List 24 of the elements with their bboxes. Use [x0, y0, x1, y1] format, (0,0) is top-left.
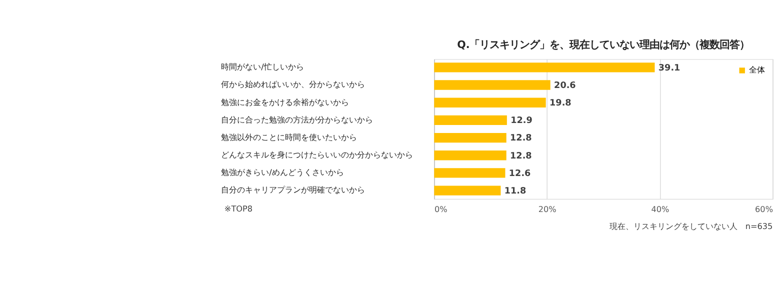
data-label: 19.8: [550, 98, 572, 109]
y-tick-label: 勉強にお金をかける余裕がないから: [221, 96, 350, 107]
y-tick-label: 自分のキャリアプランが明確でないから: [221, 184, 366, 195]
x-tick-label: 20%: [538, 204, 557, 214]
y-tick-label: どんなスキルを身につけたらいいのか分からないから: [221, 150, 414, 160]
y-tick-label: 勉強がきらい/めんどうくさいから: [221, 167, 344, 178]
legend-label: 全体: [749, 64, 766, 75]
x-tick-label: 40%: [651, 204, 670, 214]
data-label: 11.8: [504, 186, 526, 196]
data-label: 12.8: [510, 151, 532, 162]
data-label: 12.9: [510, 116, 532, 126]
text: 現在、リスキリングをしていない人 n=635: [609, 221, 773, 232]
data-label: 20.6: [554, 80, 576, 91]
x-tick-label: 0%: [434, 204, 448, 214]
x-tick-label: 60%: [755, 204, 774, 214]
y-tick-label: 勉強以外のことに時間を使いたいから: [221, 132, 358, 142]
y-tick-label: 何から始めればいいか、分からないから: [221, 79, 366, 90]
text: ※TOP8: [224, 203, 253, 214]
y-tick-label: 自分に合った勉強の方法が分からないから: [221, 114, 374, 124]
chart-title: Q.「リスキリング」を、現在していない理由は何か（複数回答）: [457, 39, 750, 52]
y-tick-label: 時間がない/忙しいから: [221, 62, 304, 72]
data-label: 39.1: [658, 63, 680, 74]
data-label: 12.8: [510, 134, 532, 144]
data-label: 12.6: [508, 168, 531, 179]
